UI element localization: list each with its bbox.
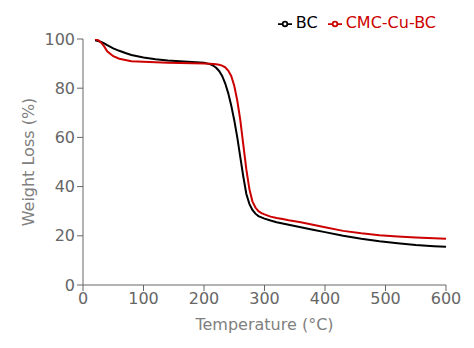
svg-text:200: 200	[189, 289, 220, 308]
svg-text:60: 60	[55, 128, 75, 147]
svg-text:400: 400	[310, 289, 341, 308]
svg-text:40: 40	[55, 177, 75, 196]
svg-text:20: 20	[55, 226, 75, 245]
svg-text:0: 0	[65, 276, 75, 295]
svg-text:300: 300	[249, 289, 280, 308]
svg-text:600: 600	[431, 289, 462, 308]
html-text:BC: BC	[295, 13, 318, 32]
svg-text:Weight Loss (%): Weight Loss (%)	[19, 98, 38, 227]
svg-text:100: 100	[44, 30, 75, 49]
svg-text:0: 0	[78, 289, 88, 308]
svg-text:500: 500	[370, 289, 401, 308]
svg-text:Temperature (°C): Temperature (°C)	[194, 315, 333, 334]
svg-text:100: 100	[128, 289, 159, 308]
svg-text:80: 80	[55, 79, 75, 98]
html-text:CMC-Cu-BC: CMC-Cu-BC	[345, 13, 436, 32]
